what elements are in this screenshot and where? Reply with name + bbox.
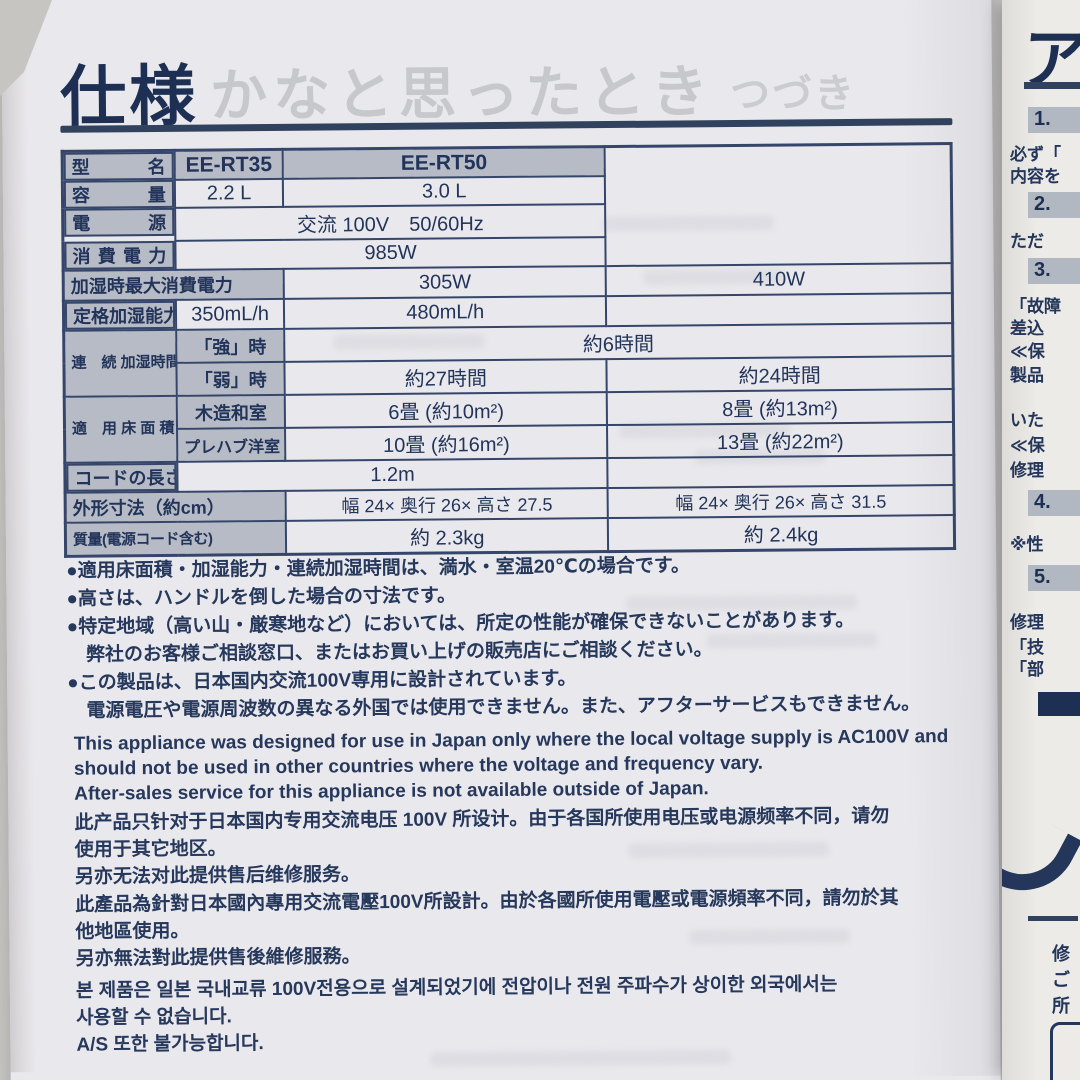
- cell-value: 約 2.4kg: [608, 515, 955, 552]
- text-fragment: 「技: [1010, 638, 1044, 657]
- cell-value: 幅 24× 奥行 26× 高さ 31.5: [607, 485, 955, 519]
- row-sub-label: 木造和室: [176, 394, 286, 429]
- step-3-badge: 3.: [1028, 258, 1080, 284]
- text-fragment: ※性: [1010, 535, 1044, 554]
- row-sub-label: プレハブ洋室: [176, 427, 286, 462]
- notice-korean: 본 제품은 일본 국내교류 100V전용으로 설계되었기에 전압이나 전원 주파…: [75, 974, 838, 1056]
- next-page-title-underline: [1024, 82, 1080, 89]
- step-1-badge: 1.: [1028, 107, 1080, 133]
- cell-value: 480mL/h: [284, 296, 607, 329]
- text-fragment: ≪保: [1010, 436, 1045, 455]
- notice-chinese-simplified: 此产品只针对于日本国内专用交流电压 100V 所设计。由于各国所使用电压或电源频…: [74, 805, 890, 888]
- cell-value: 10畳 (約16m²): [285, 425, 608, 461]
- row-label: 容量: [63, 179, 174, 209]
- model-2-header: EE-RT50: [282, 146, 606, 179]
- cell-value: 交流 100V 50/60Hz: [174, 204, 606, 241]
- ghost-continued-text: つづき: [729, 71, 857, 117]
- page-curve-shading: [901, 0, 1001, 1077]
- text-fragment: いた: [1010, 411, 1044, 430]
- row-label: 電源: [64, 207, 175, 237]
- text-fragment: ≪保: [1010, 342, 1045, 361]
- row-group-label: 連 続 加湿時間 （目安）: [63, 329, 177, 397]
- text-fragment: 修: [1052, 944, 1070, 964]
- text-fragment: 製品: [1010, 366, 1044, 385]
- rounded-box-fragment: [1050, 1022, 1080, 1080]
- step-2-badge: 2.: [1028, 192, 1080, 218]
- table-row: 電源 交流 100V 50/60Hz: [63, 201, 952, 242]
- row-sub-label: 「強」時: [176, 328, 285, 363]
- row-label: 消費電力: [64, 240, 175, 270]
- row-label: 定格加湿能力: [64, 300, 176, 330]
- cell-value: 1.2m: [177, 458, 608, 492]
- table-row: プレハブ洋室 10畳 (約16m²) 13畳 (約22m²): [65, 422, 954, 463]
- cell-value: 6畳 (約10m²): [284, 392, 608, 428]
- section-heading-bar: [1038, 692, 1080, 716]
- cell-value: 3.0 L: [283, 176, 606, 207]
- cell-value: 約24時間: [606, 356, 954, 393]
- cell-value: 幅 24× 奥行 26× 高さ 27.5: [285, 488, 609, 521]
- cell-value: 985W: [175, 237, 606, 270]
- text-fragment: 差込: [1010, 319, 1044, 338]
- row-label: 型名: [63, 151, 174, 181]
- cell-value: 2.2 L: [174, 178, 284, 208]
- note-item: ●この製品は、日本国内交流100V専用に設計されています。 電源電圧や電源周波数…: [67, 668, 921, 722]
- step-5-badge: 5.: [1028, 565, 1080, 591]
- notes-list: ●適用床面積・加湿能力・連続加湿時間は、満水・室温20℃の場合です。 ●高さは、…: [66, 550, 947, 726]
- spec-table: 型名 EE-RT35 EE-RT50 容量 2.2 L 3.0 L 電源 交流 …: [60, 142, 957, 558]
- text-fragment: 必ず「: [1010, 145, 1061, 164]
- table-row: 質量(電源コード含む) 約 2.3kg 約 2.4kg: [65, 515, 955, 557]
- step-4-badge: 4.: [1028, 490, 1080, 516]
- table-row: 型名 EE-RT35 EE-RT50: [62, 144, 951, 181]
- notice-chinese-traditional: 此產品為針對日本國內專用交流電壓100V所設計。由於各國所使用電壓或電源頻率不同…: [75, 887, 899, 970]
- model-1-header: EE-RT35: [174, 149, 284, 180]
- cell-value: 350mL/h: [175, 298, 285, 330]
- text-fragment: ご: [1052, 970, 1070, 990]
- manual-spec-page: かなと思ったとき つづき 仕様 型名 EE-RT35 EE-RT50: [1, 0, 1001, 1080]
- row-label: 加湿時最大消費電力: [63, 268, 285, 301]
- row-sub-label: 「弱」時: [176, 361, 285, 396]
- row-label: 質量(電源コード含む): [65, 520, 287, 557]
- text-fragment: 内容を: [1010, 167, 1061, 186]
- text-fragment: 所: [1052, 996, 1070, 1016]
- row-label: 外形寸法（約cm）: [65, 490, 287, 523]
- cell-value: 8畳 (約13m²): [607, 389, 954, 426]
- cell-value: 305W: [283, 266, 607, 299]
- notice-english: This appliance was designed for use in J…: [73, 726, 949, 805]
- table-row: 加湿時最大消費電力 305W 410W: [63, 263, 953, 301]
- text-fragment: 「部: [1010, 660, 1044, 679]
- cell-value: 410W: [605, 263, 953, 297]
- text-fragment: ただ: [1010, 232, 1044, 251]
- cell-value: 約 2.3kg: [286, 518, 609, 555]
- row-label: コードの長さ: [66, 462, 177, 492]
- cell-value: 13畳 (約22m²): [607, 422, 954, 459]
- text-fragment: 修理: [1010, 613, 1044, 632]
- text-fragment: 修理: [1010, 461, 1044, 480]
- ghost-header-text: かなと思ったとき: [209, 60, 715, 129]
- page-content: かなと思ったとき つづき 仕様 型名 EE-RT35 EE-RT50: [1, 0, 1001, 1080]
- note-item: ●特定地域（高い山・厳寒地など）においては、所定の性能が確保できないことがありま…: [66, 609, 855, 666]
- text-fragment: 「故障: [1010, 297, 1061, 316]
- partial-underline: [1028, 916, 1078, 921]
- next-page-edge: ア 1. 必ず「 内容を 2. ただ 3. 「故障 差込 ≪保 製品 いた ≪保…: [1002, 0, 1080, 1080]
- partial-large-glyph: [1002, 808, 1080, 910]
- row-group-label: 適 用 床 面 積 （目安）: [64, 395, 178, 463]
- cell-value: 約27時間: [284, 359, 608, 395]
